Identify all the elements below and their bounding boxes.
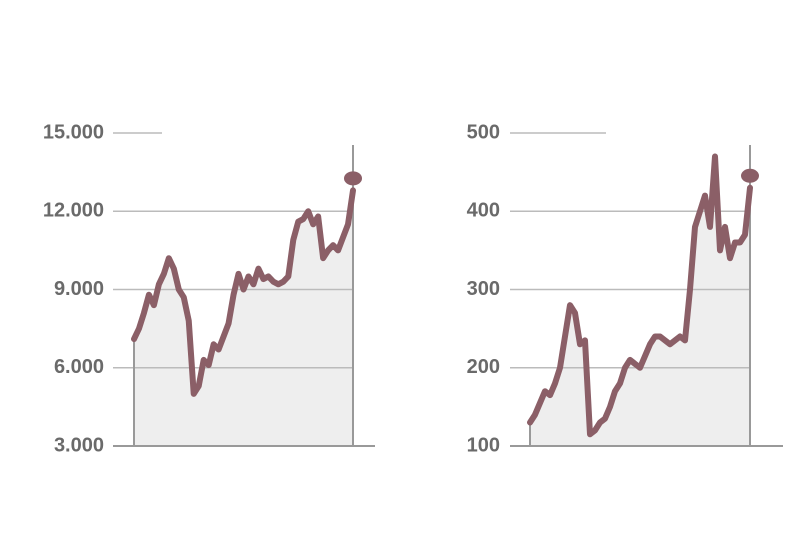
y-tick-label: 12.000	[43, 200, 104, 222]
y-tick-label: 500	[467, 121, 500, 143]
line	[527, 153, 753, 438]
y-tick-label: 6.000	[54, 356, 104, 378]
area-fill	[134, 190, 353, 446]
y-tick-label: 400	[467, 200, 500, 222]
y-tick-label: 200	[467, 356, 500, 378]
y-tick-label: 3.000	[54, 434, 104, 456]
end-dot	[741, 168, 759, 183]
line	[131, 187, 356, 397]
y-tick-label: 15.000	[43, 121, 104, 143]
y-tick-label: 9.000	[54, 278, 104, 300]
y-tick-label: 100	[467, 434, 500, 456]
y-tick-label: 300	[467, 278, 500, 300]
end-dot	[344, 171, 362, 186]
